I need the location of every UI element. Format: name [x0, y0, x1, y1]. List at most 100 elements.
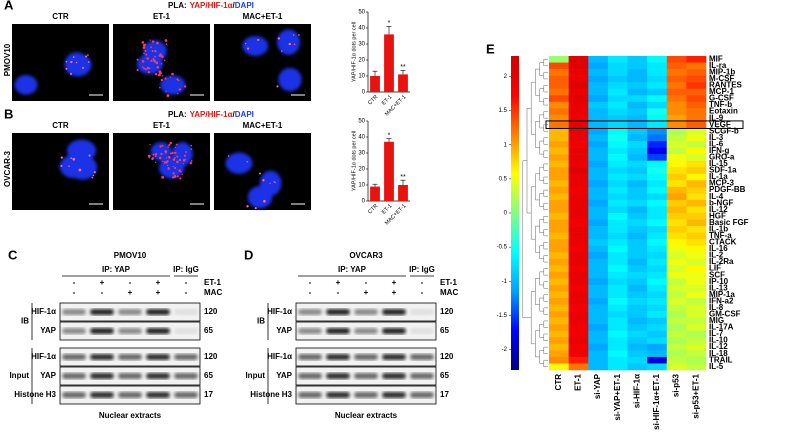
heatmap-cell: [647, 337, 668, 345]
heatmap-cell: [647, 330, 668, 338]
y-tick-label: 20: [358, 58, 365, 64]
pla-dot: [166, 164, 169, 167]
heatmap-cell: [588, 127, 609, 135]
pla-dot: [277, 37, 281, 40]
pla-dot: [165, 157, 168, 159]
pla-dot: [258, 172, 261, 175]
heatmap-cell: [666, 232, 687, 240]
pla-dot: [179, 177, 182, 180]
column-label: si-HIF-1α: [632, 374, 641, 408]
pla-dot: [144, 49, 147, 53]
heatmap-cell: [627, 154, 648, 161]
image-label: CTR: [52, 12, 69, 21]
nucleus: [225, 152, 253, 174]
pla-dot: [274, 181, 276, 184]
heatmap-cell: [588, 304, 609, 312]
row-label: IFN-a2: [709, 296, 734, 305]
heatmap-cell: [588, 311, 609, 318]
heatmap-cell: [568, 199, 589, 207]
heatmap-cell: [549, 350, 569, 358]
heatmap-cell: [549, 304, 569, 312]
heatmap-cell: [607, 343, 628, 351]
pla-dot: [167, 155, 171, 159]
blot-band: [62, 328, 86, 334]
heatmap-cell: [627, 69, 648, 76]
heatmap-cell: [549, 141, 569, 148]
heatmap-cell: [627, 324, 648, 332]
treatment-sign: -: [101, 288, 104, 297]
heatmap-cell: [568, 304, 589, 312]
heatmap-cell: [627, 193, 648, 201]
heatmap-cell: [627, 95, 648, 103]
ip-label: IP: IgG: [409, 265, 435, 274]
heatmap-cell: [686, 337, 707, 345]
heatmap-cell: [588, 62, 609, 70]
heatmap-cell: [647, 278, 668, 286]
title-part: /: [233, 1, 236, 10]
dendrogram-branch: [539, 88, 544, 103]
significance: *: [388, 20, 391, 27]
dendrogram-branch: [535, 278, 540, 305]
heatmap-cell: [666, 173, 687, 181]
significance: *: [388, 132, 391, 139]
dendrogram-branch: [543, 268, 548, 276]
heatmap-cell: [686, 343, 707, 351]
heatmap-cell: [686, 199, 707, 207]
blot-band: [382, 354, 406, 360]
pla-dot: [155, 61, 159, 65]
heatmap-cell: [588, 180, 609, 188]
heatmap-cell: [666, 304, 687, 312]
pla-dot: [154, 152, 158, 156]
pla-dot: [146, 66, 150, 70]
heatmap-cell: [627, 213, 648, 220]
heatmap-cell: [568, 239, 589, 247]
heatmap-cell: [588, 219, 609, 227]
heatmap-cell: [647, 62, 668, 70]
section-name: IB: [21, 317, 29, 326]
dendrogram-branch: [543, 229, 548, 237]
dendrogram-branch: [530, 81, 536, 135]
heatmap-cell: [686, 121, 707, 129]
pla-dot: [288, 42, 292, 46]
heatmap-cell: [549, 324, 569, 332]
row-label: IL-ra: [709, 61, 727, 70]
pla-dot: [190, 148, 193, 150]
significance: **: [400, 174, 406, 181]
bar: [370, 186, 380, 201]
dendrogram-branch: [539, 350, 544, 364]
heatmap-cell: [666, 75, 687, 83]
blot-band: [174, 328, 198, 334]
heatmap-cell: [607, 75, 628, 83]
heatmap-cell: [607, 291, 628, 299]
heatmap-cell: [686, 108, 707, 116]
heatmap-cell: [666, 265, 687, 273]
heatmap-cell: [666, 134, 687, 142]
blot-band: [146, 373, 170, 379]
column-label: si-YAP: [593, 373, 602, 399]
heatmap-cell: [666, 343, 687, 351]
heatmap-cell: [627, 114, 648, 122]
blot-title: PMOV10: [114, 251, 147, 260]
heatmap-cell: [647, 88, 668, 96]
heatmap-cell: [666, 252, 687, 260]
blot-band: [354, 392, 378, 398]
pla-dot: [177, 93, 179, 95]
pla-dot: [174, 157, 176, 159]
heatmap-cell: [588, 108, 609, 116]
heatmap-cell: [568, 324, 589, 332]
heatmap-cell: [549, 127, 569, 135]
heatmap-cell: [666, 121, 687, 129]
heatmap-cell: [666, 160, 687, 168]
row-label: PDGF-BB: [709, 185, 746, 194]
heatmap-cell: [607, 154, 628, 161]
heatmap-cell: [607, 232, 628, 240]
pla-dot: [190, 144, 193, 147]
heatmap-cell: [686, 330, 707, 338]
heatmap-cell: [686, 206, 707, 214]
heatmap-cell: [607, 127, 628, 135]
heatmap-cell: [588, 258, 609, 266]
heatmap-cell: [666, 101, 687, 109]
heatmap-cell: [607, 173, 628, 181]
treatment-sign: -: [309, 278, 312, 287]
heatmap-cell: [568, 69, 589, 76]
